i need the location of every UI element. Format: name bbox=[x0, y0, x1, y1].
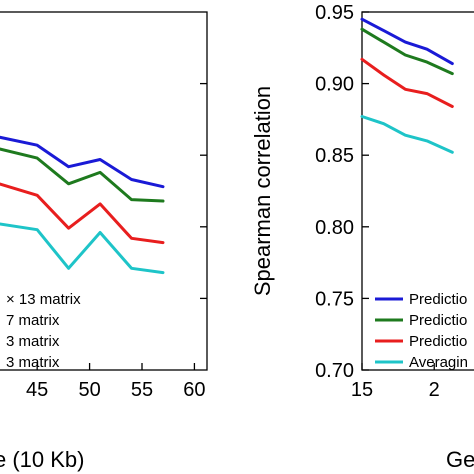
right-y-tick-label: 0.85 bbox=[315, 145, 354, 167]
left-series-line-4 bbox=[0, 222, 165, 275]
right-series-line-1 bbox=[360, 17, 454, 66]
right-x-tick-label: 15 bbox=[351, 379, 373, 401]
right-legend-label: Predictio bbox=[409, 291, 467, 308]
left-legend-label: × 13 matrix bbox=[6, 291, 81, 308]
left-series-line-1 bbox=[0, 135, 165, 189]
left-series-line-3 bbox=[0, 182, 165, 245]
right-ticks: 15 2 0.70 0.75 0.80 0.85 0.90 0.95 bbox=[315, 2, 440, 401]
right-y-tick-label: 0.90 bbox=[315, 74, 354, 96]
right-legend: Predictio Predictio Predictio Averagin bbox=[375, 291, 468, 371]
right-series-lines bbox=[360, 17, 454, 154]
left-panel: 45 50 55 60 × 13 matrix 7 matrix 3 matrix 3 ma… bbox=[0, 11, 208, 472]
right-panel: 15 20.700.750.800.850.900.95 PredictioPre… bbox=[250, 2, 474, 472]
right-y-tick-label: 0.80 bbox=[315, 217, 354, 239]
right-y-axis-label: Spearman correlation bbox=[250, 86, 275, 296]
right-series-line-2 bbox=[360, 27, 454, 76]
left-x-axis-label: e (10 Kb) bbox=[0, 447, 85, 472]
right-legend-label: Predictio bbox=[409, 312, 467, 329]
right-series-line-3 bbox=[360, 57, 454, 108]
right-legend-label: Averagin bbox=[409, 354, 468, 371]
right-legend-label: Predictio bbox=[409, 333, 467, 350]
right-y-tick-label: 0.95 bbox=[315, 2, 354, 24]
left-ticks: 45 50 55 60 bbox=[26, 82, 207, 401]
left-series-line-2 bbox=[0, 147, 165, 203]
left-x-tick-label: 60 bbox=[183, 379, 205, 401]
left-x-tick-label: 50 bbox=[78, 379, 100, 401]
right-y-tick-label: 0.75 bbox=[315, 288, 354, 310]
left-x-tick-label: 45 bbox=[26, 379, 48, 401]
right-y-tick-label: 0.70 bbox=[315, 360, 354, 382]
left-legend-label: 7 matrix bbox=[6, 312, 60, 329]
left-legend: × 13 matrix 7 matrix 3 matrix 3 matrix bbox=[6, 291, 81, 371]
left-legend-label: 3 matrix bbox=[6, 354, 60, 371]
left-x-tick-label: 55 bbox=[131, 379, 153, 401]
right-series-line-4 bbox=[360, 115, 454, 154]
right-x-tick-label: 2 bbox=[429, 379, 440, 401]
left-legend-label: 3 matrix bbox=[6, 333, 60, 350]
right-x-axis-label: Ge bbox=[446, 447, 474, 472]
left-series-lines bbox=[0, 135, 165, 275]
right-plot-frame bbox=[361, 11, 474, 371]
left-plot-frame bbox=[0, 11, 208, 371]
